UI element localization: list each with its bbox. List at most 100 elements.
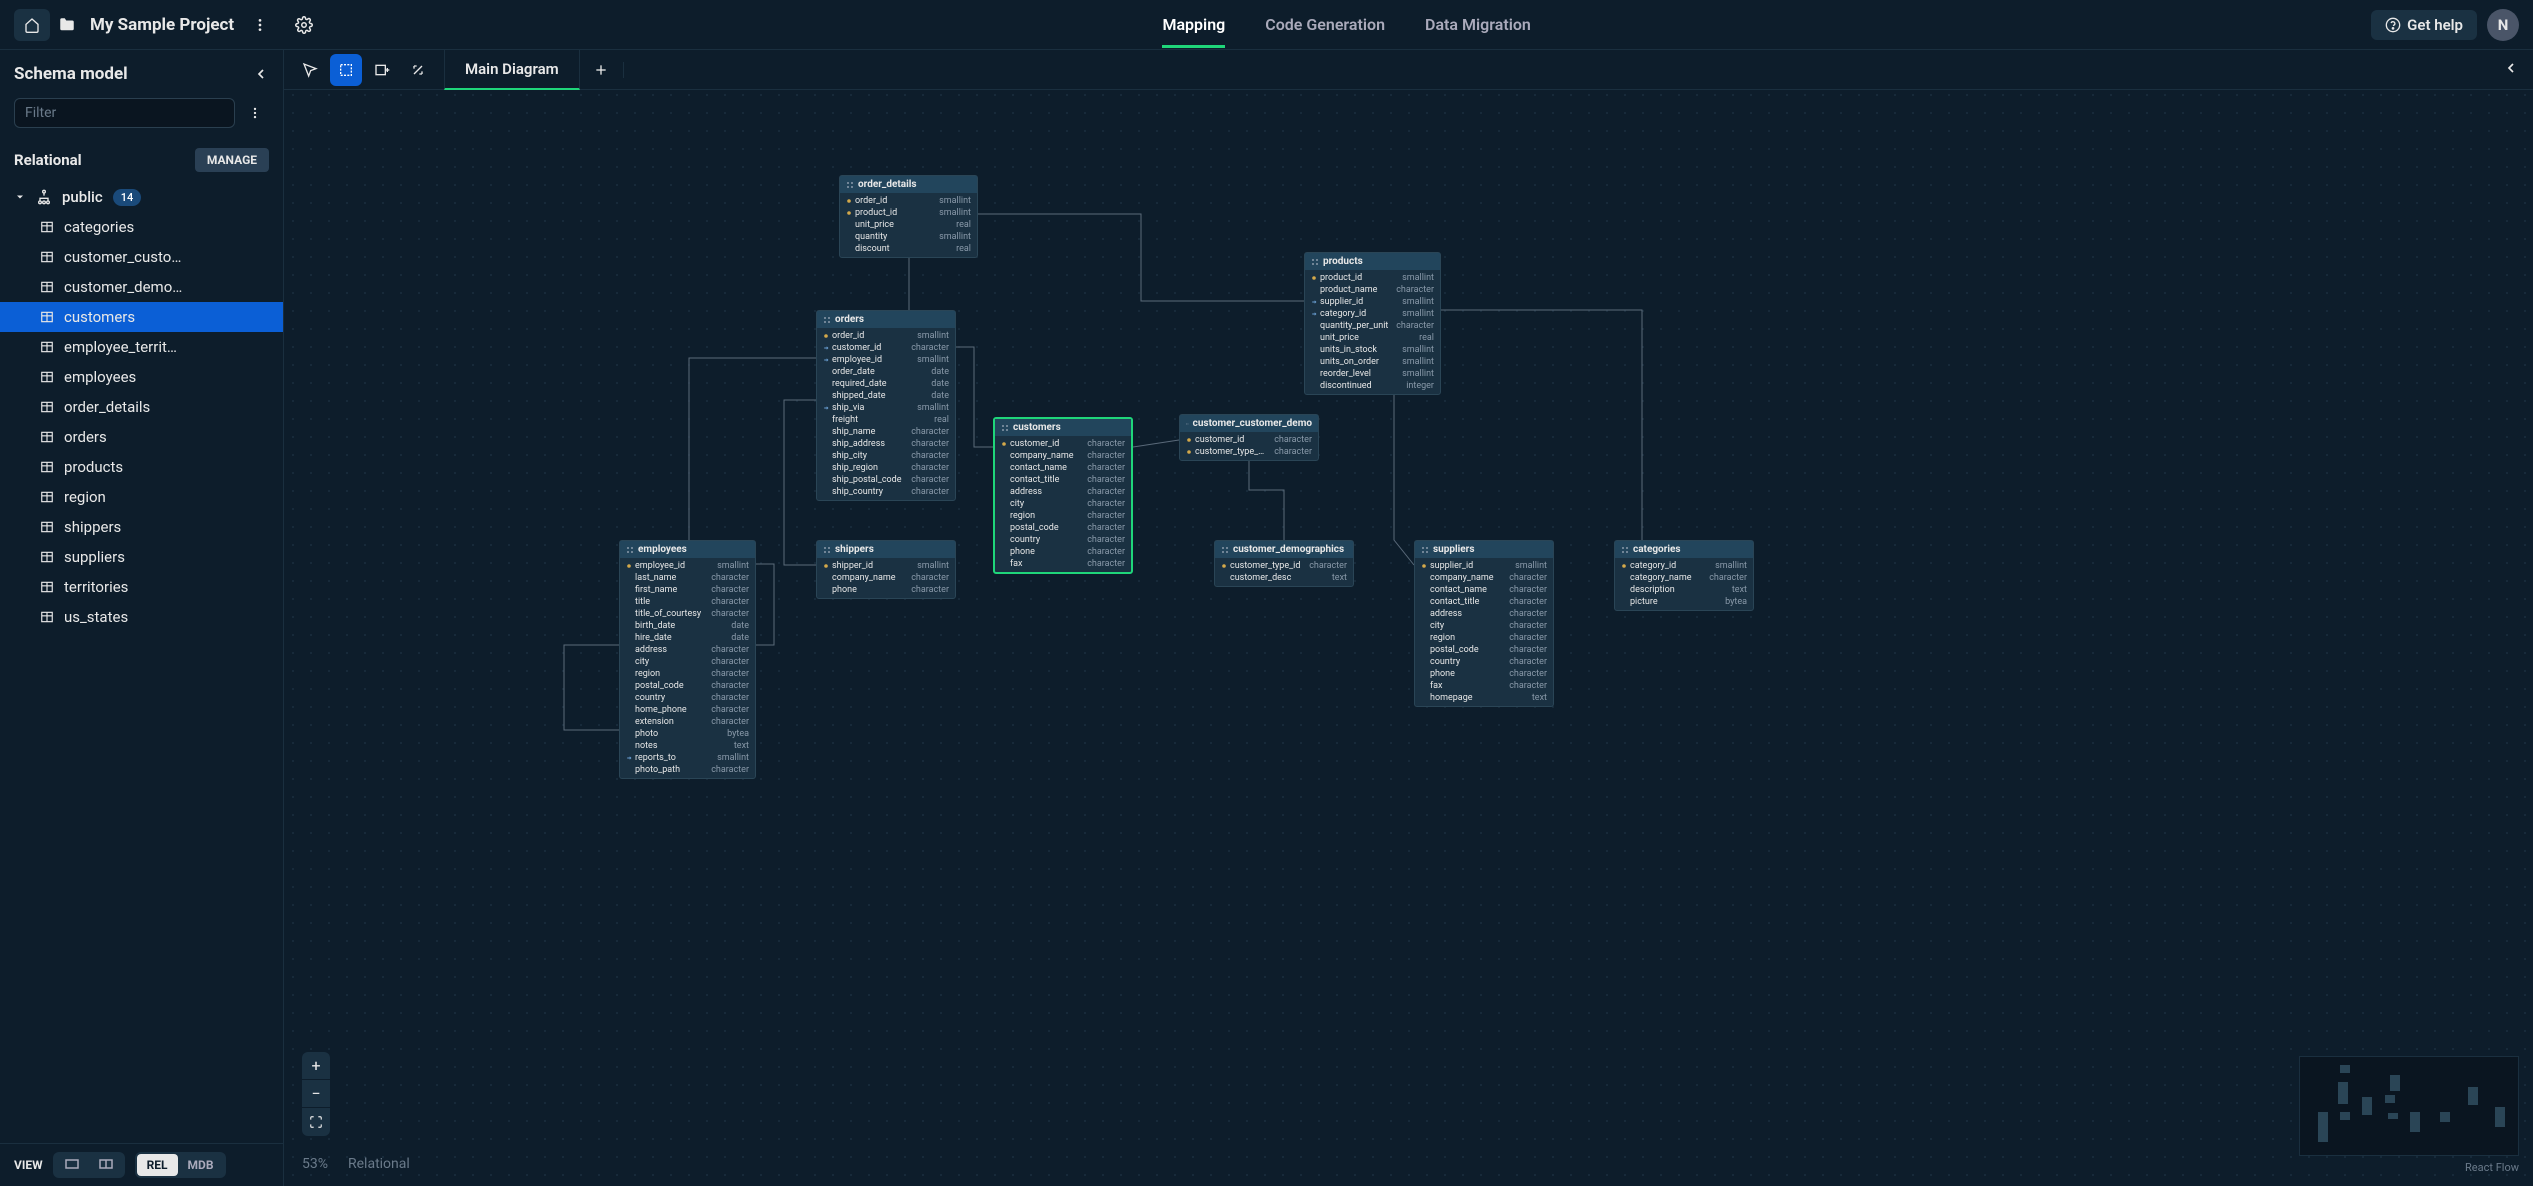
- column-type: smallint: [1402, 345, 1434, 355]
- column-name: postal_code: [1010, 523, 1059, 533]
- column-row: employee_idsmallint: [620, 560, 755, 572]
- rel-button[interactable]: REL: [137, 1154, 178, 1176]
- table-icon: [40, 430, 54, 444]
- node-suppliers[interactable]: supplierssupplier_idsmallintcompany_name…: [1414, 540, 1554, 707]
- diagram-tab[interactable]: Main Diagram: [444, 50, 580, 90]
- column-row: phonecharacter: [817, 584, 955, 596]
- sidebar-table-orders[interactable]: orders: [0, 422, 283, 452]
- sidebar-table-region[interactable]: region: [0, 482, 283, 512]
- column-row: order_idsmallint: [840, 195, 977, 207]
- node-header[interactable]: customer_customer_demo: [1180, 415, 1318, 432]
- node-orders[interactable]: ordersorder_idsmallintcustomer_idcharact…: [816, 310, 956, 501]
- column-row: discountreal: [840, 243, 977, 255]
- node-header[interactable]: customer_demographics: [1215, 541, 1353, 558]
- get-help-button[interactable]: Get help: [2371, 10, 2477, 40]
- sidebar-table-categories[interactable]: categories: [0, 212, 283, 242]
- column-row: regioncharacter: [995, 510, 1131, 522]
- add-table-tool[interactable]: [366, 54, 398, 86]
- minimap-node: [2340, 1112, 2350, 1120]
- minimap-node: [2385, 1095, 2395, 1103]
- minimap[interactable]: [2299, 1056, 2519, 1156]
- column-row: category_idsmallint: [1305, 308, 1440, 320]
- get-help-label: Get help: [2407, 16, 2463, 34]
- column-type: text: [1332, 573, 1347, 583]
- filter-more-button[interactable]: [241, 98, 269, 128]
- sidebar-table-order_details[interactable]: order_details: [0, 392, 283, 422]
- sidebar-table-shippers[interactable]: shippers: [0, 512, 283, 542]
- column-type: character: [1509, 633, 1547, 643]
- node-header[interactable]: products: [1305, 253, 1440, 270]
- column-name: discount: [855, 244, 890, 254]
- node-order_details[interactable]: order_detailsorder_idsmallintproduct_ids…: [839, 175, 978, 258]
- node-header[interactable]: orders: [817, 311, 955, 328]
- node-customers[interactable]: customerscustomer_idcharactercompany_nam…: [993, 417, 1133, 574]
- column-type: character: [711, 717, 749, 727]
- node-products[interactable]: productsproduct_idsmallintproduct_namech…: [1304, 252, 1441, 395]
- nav-migration[interactable]: Data Migration: [1425, 1, 1531, 48]
- chevron-down-icon: [14, 191, 26, 203]
- schema-row-public[interactable]: public 14: [0, 182, 283, 212]
- column-name: order_date: [832, 367, 875, 377]
- drag-handle-icon: [846, 181, 854, 189]
- sidebar-table-products[interactable]: products: [0, 452, 283, 482]
- column-name: city: [635, 657, 649, 667]
- column-type: bytea: [727, 729, 749, 739]
- add-tab-button[interactable]: [580, 62, 624, 78]
- column-name: customer_desc: [1230, 573, 1291, 583]
- node-categories[interactable]: categoriescategory_idsmallintcategory_na…: [1614, 540, 1754, 611]
- sidebar-table-employee_territ[interactable]: employee_territ…: [0, 332, 283, 362]
- column-type: date: [731, 621, 749, 631]
- column-type: character: [711, 669, 749, 679]
- zoom-fit-button[interactable]: [302, 1108, 330, 1136]
- pointer-tool[interactable]: [294, 54, 326, 86]
- nav-mapping[interactable]: Mapping: [1162, 1, 1225, 48]
- zoom-out-button[interactable]: −: [302, 1080, 330, 1108]
- node-shippers[interactable]: shippersshipper_idsmallintcompany_namech…: [816, 540, 956, 599]
- sidebar-table-customer_demo[interactable]: customer_demo…: [0, 272, 283, 302]
- sidebar-table-customers[interactable]: customers: [0, 302, 283, 332]
- settings-button[interactable]: [286, 9, 322, 41]
- relation-tool[interactable]: [402, 54, 434, 86]
- collapse-right-panel-icon[interactable]: [2489, 60, 2533, 80]
- column-name: region: [635, 669, 660, 679]
- column-name: title: [635, 597, 650, 607]
- column-name: quantity_per_unit: [1320, 321, 1388, 331]
- sidebar-table-suppliers[interactable]: suppliers: [0, 542, 283, 572]
- canvas-area[interactable]: Main Diagram order_details order_idsmalli…: [284, 50, 2533, 1186]
- column-type: character: [911, 475, 949, 485]
- node-customer_customer_demo[interactable]: customer_customer_democustomer_idcharact…: [1179, 414, 1319, 461]
- column-type: smallint: [1402, 369, 1434, 379]
- node-customer_demographics[interactable]: customer_demographicscustomer_type_idcha…: [1214, 540, 1354, 587]
- project-more-button[interactable]: [242, 9, 278, 41]
- node-header[interactable]: categories: [1615, 541, 1753, 558]
- layout-split-button[interactable]: [89, 1154, 123, 1176]
- mdb-button[interactable]: MDB: [178, 1154, 224, 1176]
- node-employees[interactable]: employeesemployee_idsmallintlast_namecha…: [619, 540, 756, 779]
- column-type: character: [711, 597, 749, 607]
- column-name: ship_via: [832, 403, 864, 413]
- sidebar-table-us_states[interactable]: us_states: [0, 602, 283, 632]
- sidebar-table-employees[interactable]: employees: [0, 362, 283, 392]
- column-type: character: [1087, 487, 1125, 497]
- layout-single-button[interactable]: [55, 1154, 89, 1176]
- column-type: character: [911, 463, 949, 473]
- sidebar-table-customer_custo[interactable]: customer_custo…: [0, 242, 283, 272]
- filter-input[interactable]: [14, 98, 235, 128]
- collapse-sidebar-icon[interactable]: [253, 66, 269, 82]
- select-tool[interactable]: [330, 54, 362, 86]
- node-header[interactable]: order_details: [840, 176, 977, 193]
- node-header[interactable]: employees: [620, 541, 755, 558]
- sidebar-table-territories[interactable]: territories: [0, 572, 283, 602]
- home-button[interactable]: [14, 9, 50, 41]
- column-row: order_datedate: [817, 366, 955, 378]
- table-icon: [40, 250, 54, 264]
- user-avatar[interactable]: N: [2487, 9, 2519, 41]
- node-header[interactable]: shippers: [817, 541, 955, 558]
- node-header[interactable]: suppliers: [1415, 541, 1553, 558]
- zoom-in-button[interactable]: +: [302, 1052, 330, 1080]
- column-name: unit_price: [1320, 333, 1359, 343]
- manage-button[interactable]: MANAGE: [195, 148, 269, 172]
- nav-codegen[interactable]: Code Generation: [1265, 1, 1385, 48]
- node-header[interactable]: customers: [995, 419, 1131, 436]
- column-name: customer_id: [1195, 435, 1244, 445]
